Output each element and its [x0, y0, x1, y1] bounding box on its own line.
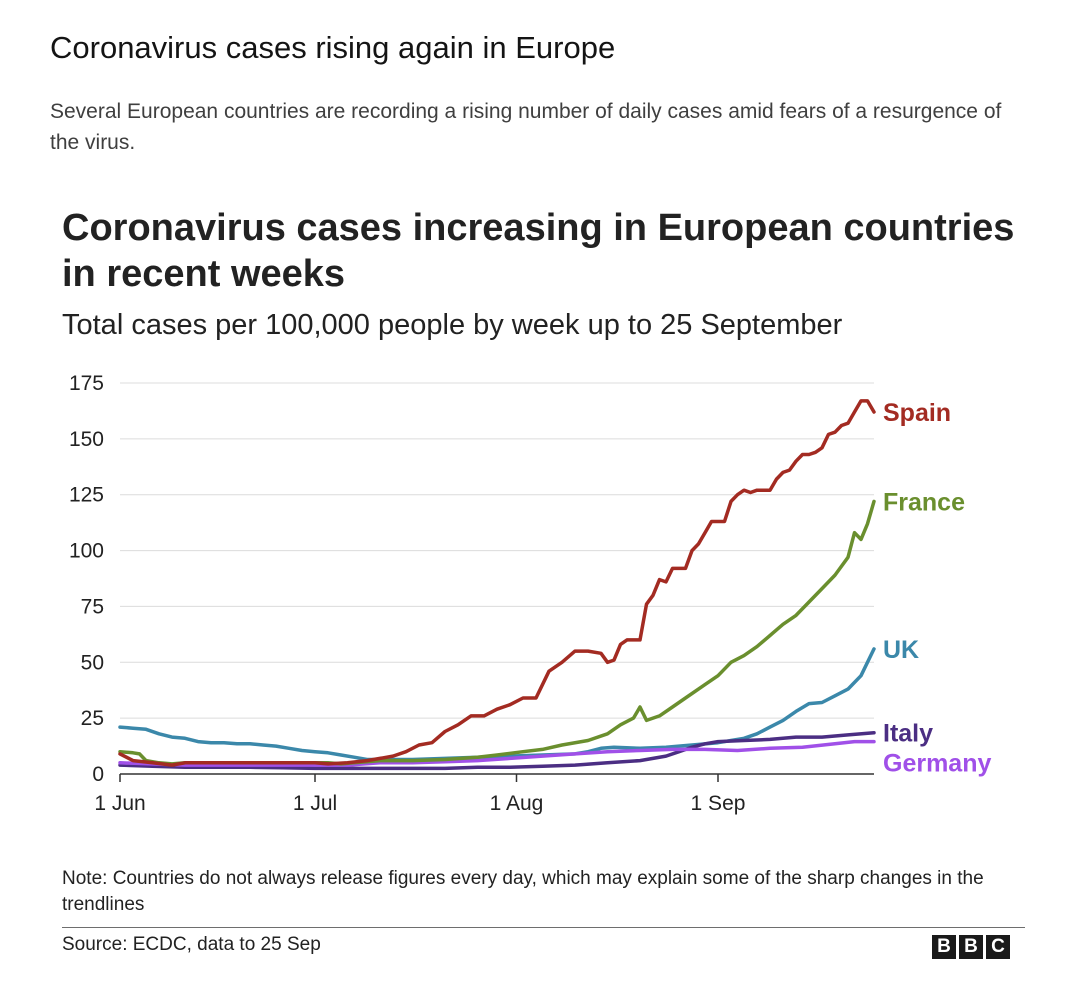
bbc-logo-letter: C — [986, 935, 1010, 959]
series-label-uk: UK — [883, 636, 919, 664]
series-label-france: France — [883, 488, 965, 516]
bbc-logo-letter: B — [932, 935, 956, 959]
article-standfirst: Several European countries are recording… — [50, 100, 1002, 154]
y-tick-label: 25 — [81, 707, 104, 730]
chart-subtitle: Total cases per 100,000 people by week u… — [62, 309, 843, 341]
x-tick-label: 1 Jun — [94, 792, 145, 815]
series-line-italy — [118, 730, 876, 771]
bbc-logo-letter: B — [959, 935, 983, 959]
x-tick-label: 1 Jul — [293, 792, 337, 815]
series-line-spain — [118, 399, 876, 767]
y-tick-label: 175 — [69, 372, 104, 395]
y-tick-label: 0 — [92, 763, 104, 786]
bbc-logo: B B C — [932, 935, 1010, 959]
series-label-spain: Spain — [883, 399, 951, 427]
x-tick-label: 1 Sep — [691, 792, 746, 815]
y-tick-label: 125 — [69, 484, 104, 507]
chart-title: Coronavirus cases increasing in European… — [62, 207, 1015, 295]
footer-divider — [62, 927, 1025, 928]
chart-source: Source: ECDC, data to 25 Sep — [62, 934, 321, 955]
article-headline: Coronavirus cases rising again in Europe — [50, 30, 616, 65]
series-label-italy: Italy — [883, 720, 933, 748]
series-line-uk — [118, 647, 876, 762]
y-tick-label: 100 — [69, 540, 104, 563]
y-tick-label: 75 — [81, 595, 104, 618]
series-line-france — [118, 499, 876, 766]
x-tick-label: 1 Aug — [490, 792, 544, 815]
y-tick-label: 50 — [81, 651, 104, 674]
y-tick-label: 150 — [69, 428, 104, 451]
chart-note: Note: Countries do not always release fi… — [62, 868, 984, 915]
series-label-germany: Germany — [883, 750, 991, 778]
